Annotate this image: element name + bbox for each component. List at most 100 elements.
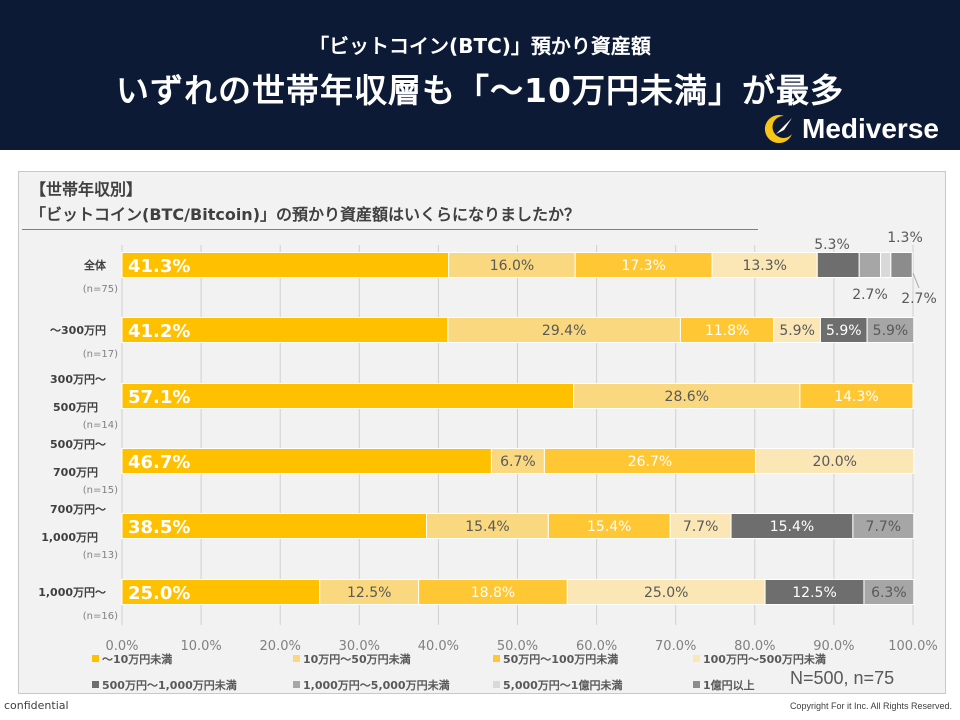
data-label: 15.4% xyxy=(770,519,814,535)
bar-segment xyxy=(669,513,732,539)
row-label: 300万円～ xyxy=(50,373,106,386)
chart-title-line2: 「ビットコイン(BTC/Bitcoin)」の預かり資産額はいくらになりましたか？ xyxy=(30,205,581,224)
data-label: 14.3% xyxy=(834,389,878,405)
mediverse-logo: Mediverse xyxy=(762,112,939,146)
bar-segment xyxy=(730,513,854,539)
bar-segment xyxy=(447,317,681,343)
footer-confidential: confidential xyxy=(4,699,69,712)
title-underline xyxy=(22,229,758,230)
row-n-label: (n=17) xyxy=(83,349,118,360)
row-n-label: (n=13) xyxy=(83,550,118,561)
legend-swatch xyxy=(92,681,99,688)
bar-segment xyxy=(679,317,775,343)
bar-segment xyxy=(121,252,450,278)
data-label: 17.3% xyxy=(621,258,665,274)
bar-segment xyxy=(121,513,428,539)
data-label-outside: 1.3% xyxy=(887,230,923,246)
row-n-label: (n=16) xyxy=(83,611,118,622)
data-label: 25.0% xyxy=(128,583,190,604)
x-tick-label: 40.0% xyxy=(418,639,459,654)
data-label: 26.7% xyxy=(628,454,672,470)
data-label-outside: 5.3% xyxy=(814,237,850,253)
row-n-label: (n=15) xyxy=(83,485,118,496)
data-label: 16.0% xyxy=(490,258,534,274)
bar-segment xyxy=(543,448,757,474)
row-label: 全体 xyxy=(83,258,107,272)
header-title: いずれの世帯年収層も「～10万円未満」が最多 xyxy=(116,71,844,110)
data-label: 6.7% xyxy=(500,454,536,470)
bar-segment xyxy=(121,383,575,409)
data-label: 29.4% xyxy=(542,323,586,339)
header-banner: 「ビットコイン(BTC)」預かり資産額 いずれの世帯年収層も「～10万円未満」が… xyxy=(0,0,960,150)
logo-text: Mediverse xyxy=(802,113,939,144)
legend-swatch xyxy=(293,681,300,688)
data-label: 20.0% xyxy=(812,454,856,470)
row-label: 700万円 xyxy=(53,466,98,479)
legend-label: 50万円～100万円未満 xyxy=(503,652,618,666)
data-label: 5.9% xyxy=(779,323,815,339)
bar-segment xyxy=(799,383,914,409)
data-label: 7.7% xyxy=(683,519,719,535)
x-tick-label: 20.0% xyxy=(260,639,301,654)
bar-segment xyxy=(566,579,766,605)
data-label-outside: 2.7% xyxy=(901,291,937,307)
legend-label: 1,000万円～5,000万円未満 xyxy=(303,678,450,692)
row-label: 700万円～ xyxy=(50,503,106,516)
bar-segment xyxy=(711,252,818,278)
x-tick-label: 60.0% xyxy=(576,639,617,654)
row-label: ～300万円 xyxy=(50,324,106,337)
bar-segment xyxy=(863,579,915,605)
legend-swatch xyxy=(92,655,99,662)
legend-swatch xyxy=(693,655,700,662)
bar-segment xyxy=(319,579,420,605)
data-label: 5.9% xyxy=(826,323,862,339)
x-tick-label: 50.0% xyxy=(497,639,538,654)
row-label: 500万円 xyxy=(53,401,98,414)
x-tick-label: 30.0% xyxy=(339,639,380,654)
bar-segment xyxy=(852,513,915,539)
data-label: 46.7% xyxy=(128,452,190,473)
legend-label: 1億円以上 xyxy=(703,678,755,692)
legend-swatch xyxy=(493,681,500,688)
x-tick-label: 70.0% xyxy=(655,639,696,654)
chart-title-line1: 【世帯年収別】 xyxy=(30,180,143,199)
row-n-label: (n=14) xyxy=(83,420,118,431)
x-tick-label: 10.0% xyxy=(180,639,221,654)
chart-title: 【世帯年収別】 「ビットコイン(BTC/Bitcoin)」の預かり資産額はいくら… xyxy=(30,177,580,227)
bar-segment xyxy=(418,579,568,605)
data-label: 12.5% xyxy=(347,585,391,601)
bar-segment xyxy=(121,448,492,474)
bar-segment xyxy=(858,252,882,278)
data-label-outside: 2.7% xyxy=(852,287,888,303)
bar-segment xyxy=(121,579,321,605)
row-label: 1,000万円 xyxy=(41,531,98,544)
legend-label: 100万円～500万円未満 xyxy=(703,652,826,666)
x-tick-label: 0.0% xyxy=(105,639,138,654)
data-label: 41.2% xyxy=(128,321,190,342)
sample-size-note: N=500, n=75 xyxy=(790,668,895,688)
logo-moon-icon xyxy=(764,115,792,144)
bar-segment xyxy=(448,252,576,278)
data-label: 18.8% xyxy=(471,585,515,601)
data-label: 12.5% xyxy=(792,585,836,601)
data-label: 15.4% xyxy=(465,519,509,535)
leader-line xyxy=(912,272,920,289)
data-label: 11.8% xyxy=(705,323,749,339)
data-label: 13.3% xyxy=(742,258,786,274)
data-label: 41.3% xyxy=(128,256,190,277)
bar-segment xyxy=(866,317,915,343)
bar-segment xyxy=(890,252,913,278)
data-label: 7.7% xyxy=(866,519,902,535)
x-tick-label: 90.0% xyxy=(813,639,854,654)
legend-label: 500万円～1,000万円未満 xyxy=(102,678,237,692)
data-label: 25.0% xyxy=(644,585,688,601)
data-label: 57.1% xyxy=(128,387,190,408)
bar-segment xyxy=(816,252,860,278)
bar-segment xyxy=(573,383,801,409)
legend-swatch xyxy=(493,655,500,662)
x-tick-label: 100.0% xyxy=(888,639,938,654)
bar-segment xyxy=(755,448,915,474)
bar-segment xyxy=(490,448,545,474)
data-label: 6.3% xyxy=(871,585,907,601)
